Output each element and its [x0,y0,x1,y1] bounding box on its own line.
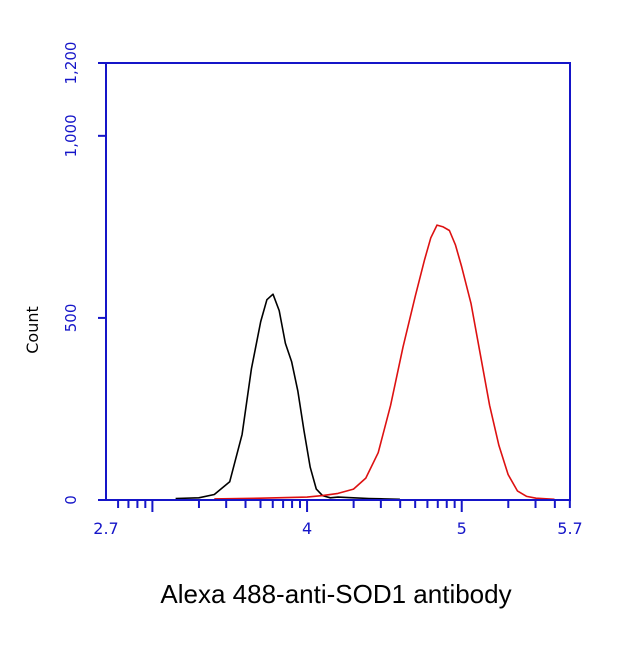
y-axis-ticks: 0 500 1,000 1,200 [62,42,106,505]
y-tick-label: 1,200 [62,42,80,85]
x-tick-label: 5.7 [557,519,582,538]
y-tick-label: 1,000 [62,114,80,157]
x-tick-label: 5 [457,519,467,538]
x-tick-label: 4 [302,519,312,538]
y-axis-title: Count [23,306,42,354]
plot-frame [105,62,571,501]
series-line-1 [175,293,400,501]
series-line-2 [214,224,555,501]
x-axis-ticks: 2.7 4 5 5.7 [93,500,583,538]
y-tick-label: 0 [62,495,80,505]
y-tick-label: 500 [62,304,80,333]
series-layer [175,224,555,501]
x-axis-title: Alexa 488-anti-SOD1 antibody [160,579,511,609]
x-tick-label: 2.7 [93,519,118,538]
